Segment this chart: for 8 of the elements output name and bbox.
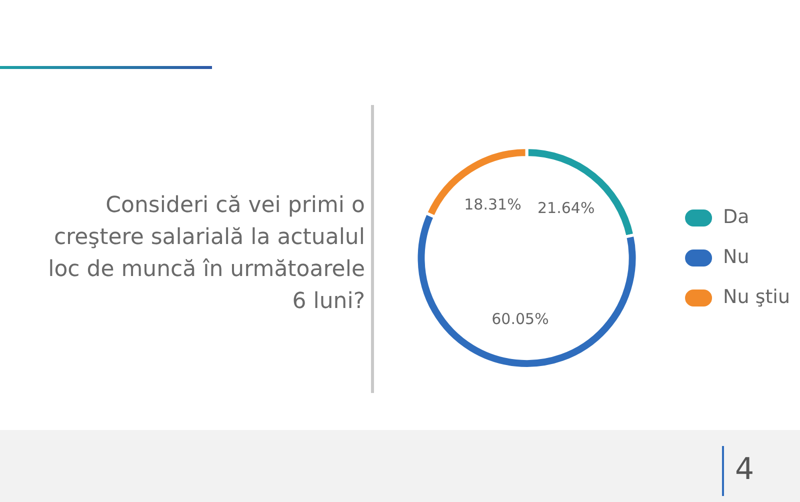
text: Consideri că vei primi o creştere salarială la actualul loc de muncă în următoarele 6 luni?: [47, 192, 365, 316]
data-label: 18.31%: [464, 195, 522, 214]
legend-label: Nu ştiu: [723, 286, 790, 308]
text: 4: [735, 452, 754, 487]
legend-label: Nu: [723, 246, 750, 268]
legend-label: Da: [723, 206, 750, 228]
data-label: 21.64%: [537, 199, 595, 218]
data-label: 60.05%: [492, 310, 549, 328]
